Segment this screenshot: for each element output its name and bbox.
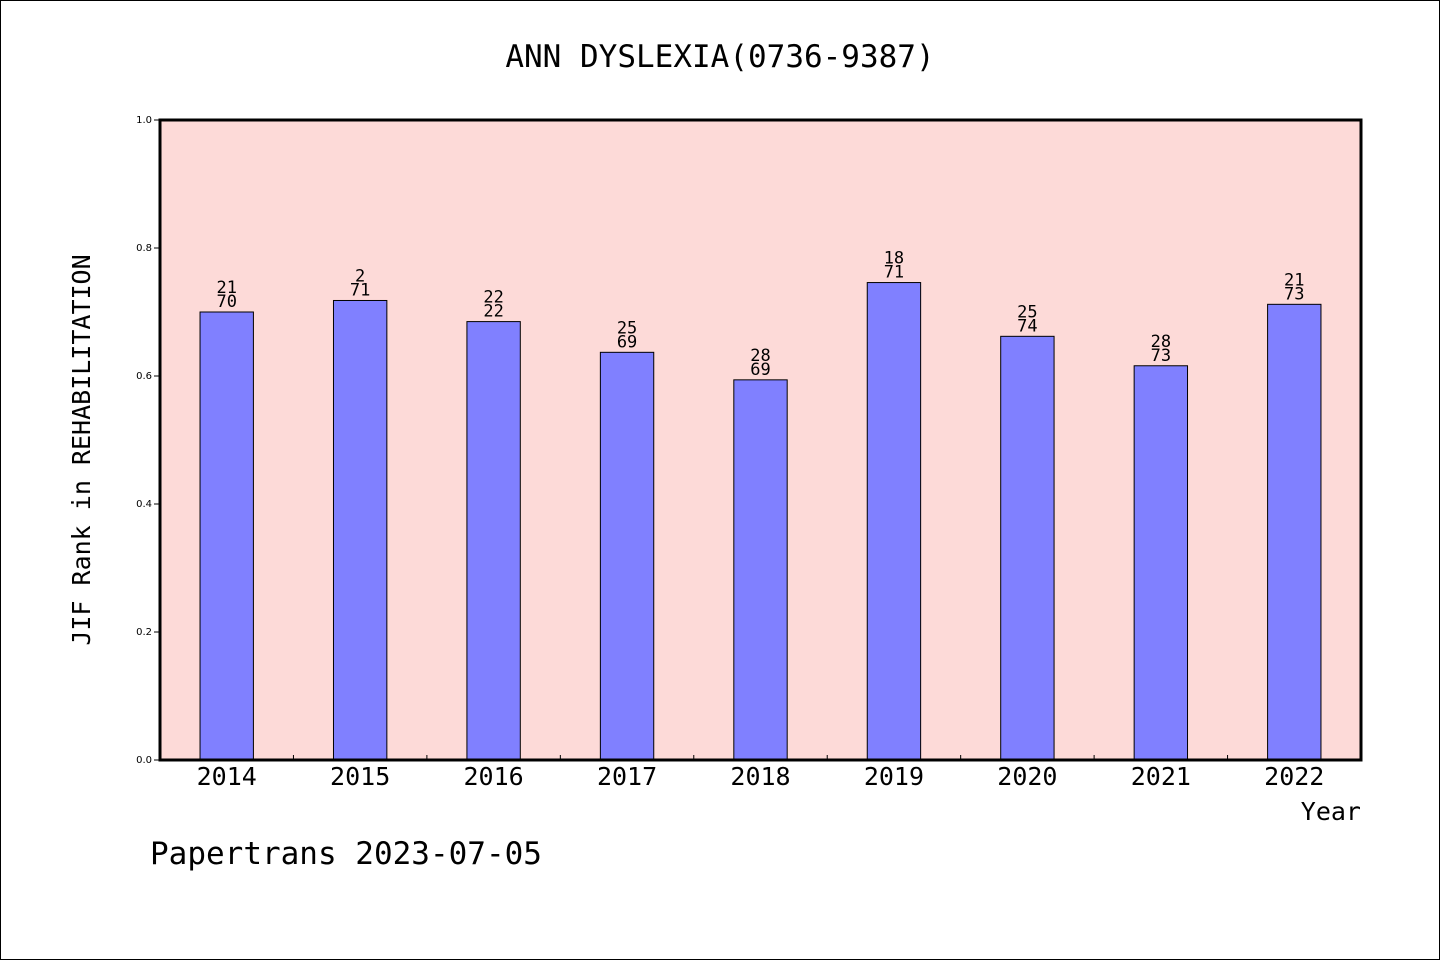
plot-border [158,118,1363,762]
bar [866,282,922,761]
x-tick-label: 2022 [1264,762,1324,791]
bar-label-bottom: 69 [617,332,637,352]
bar-label-top: 18 [884,249,904,269]
bar [1267,303,1322,761]
x-axis-label: Year [1301,797,1361,826]
bar-label-bottom: 73 [1151,346,1171,366]
x-tick-label: 2019 [864,762,924,791]
bar-label-bottom: 69 [750,360,770,380]
y-axis-label: JIF Rank in REHABILITATION [67,254,96,645]
bar [199,311,254,761]
x-tick-label: 2018 [730,762,790,791]
x-tick-label: 2020 [997,762,1057,791]
x-tick-label: 2014 [197,762,257,791]
bar [332,299,388,761]
bar [599,351,655,761]
x-tick-label: 2017 [597,762,657,791]
bar [1000,335,1055,761]
y-tick-label: 0.6 [136,371,152,382]
x-tick-label: 2016 [464,762,524,791]
y-tick-label: 0.0 [136,755,152,766]
bar-label-top: 21 [216,278,236,298]
bar-label-bottom: 22 [483,302,503,322]
bar-label-top: 25 [617,318,637,338]
bar-label-top: 22 [483,288,503,308]
bar-label-bottom: 71 [350,280,370,300]
x-axis: 2014 2015 2016 2017 2018 2019 2020 2021 2022 [197,755,1324,791]
footer-text: Papertrans 2023-07-05 [150,836,542,872]
x-tick-label: 2015 [330,762,390,791]
bar-label-bottom: 74 [1017,316,1037,336]
y-tick-label: 0.8 [136,243,152,254]
bar-label-top: 2 [355,266,365,286]
chart-title: ANN DYSLEXIA(0736-9387) [505,39,934,75]
bar-label-top: 25 [1017,302,1037,322]
bar [466,321,521,761]
y-tick-label: 1.0 [136,115,152,126]
y-tick-label: 0.4 [136,499,152,510]
bar-label-top: 28 [750,346,770,366]
bar-label-top: 28 [1151,332,1171,352]
x-tick-label: 2021 [1131,762,1191,791]
bar-label-bottom: 70 [216,292,236,312]
y-tick-label: 0.2 [136,627,152,638]
bar-label-bottom: 71 [884,263,904,283]
bar-label-top: 21 [1284,270,1304,290]
bar [1133,365,1189,761]
bar-label-bottom: 73 [1284,284,1304,304]
bar [733,379,788,761]
